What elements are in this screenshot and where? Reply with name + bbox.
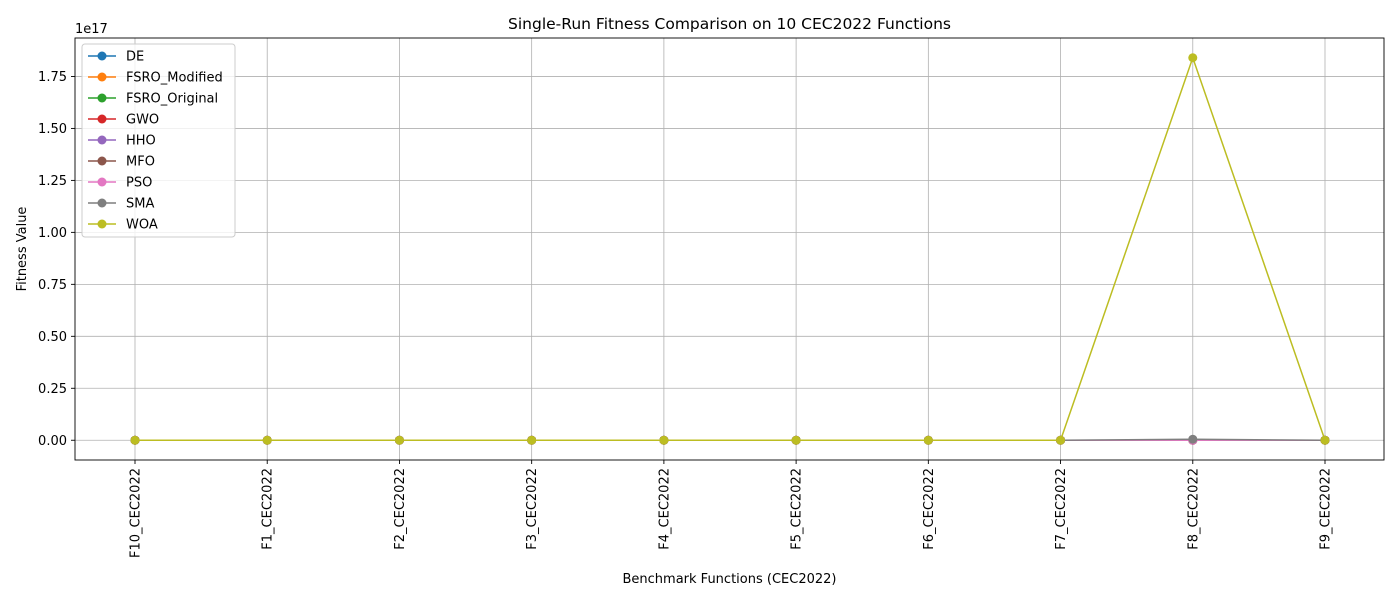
legend-item: GWO bbox=[88, 113, 159, 128]
legend-marker bbox=[97, 93, 107, 103]
legend-label: GWO bbox=[126, 113, 159, 128]
data-point bbox=[527, 435, 537, 445]
x-tick-label: F2_CEC2022 bbox=[393, 468, 408, 550]
data-point bbox=[923, 435, 933, 445]
legend-label: WOA bbox=[126, 218, 158, 233]
legend-marker bbox=[97, 156, 107, 166]
y-tick-label: 0.75 bbox=[38, 278, 67, 293]
ticks-layer: F10_CEC2022 F1_CEC2022 F2_CEC2022 F3_CEC202… bbox=[38, 70, 1333, 558]
x-tick-label: F7_CEC2022 bbox=[1054, 468, 1069, 550]
data-point bbox=[394, 435, 404, 445]
legend-item: FSRO_Modified bbox=[88, 71, 223, 86]
legend-label: DE bbox=[126, 50, 144, 65]
data-point bbox=[1320, 435, 1330, 445]
legend-label: MFO bbox=[126, 155, 155, 170]
legend-box bbox=[81, 43, 236, 238]
data-point bbox=[262, 435, 272, 445]
legend: DE FSRO_Modified FSRO_Original GWO HHO MFO PSO… bbox=[81, 43, 236, 238]
x-tick-label: F3_CEC2022 bbox=[525, 468, 540, 550]
x-tick-label: F10_CEC2022 bbox=[129, 468, 144, 558]
series-line bbox=[135, 55, 1326, 442]
data-point bbox=[659, 435, 669, 445]
y-tick-label: 0.25 bbox=[38, 382, 67, 397]
legend-marker bbox=[97, 177, 107, 187]
series-woa bbox=[130, 53, 1330, 445]
y-tick-label: 1.00 bbox=[38, 226, 67, 241]
chart-title: Single-Run Fitness Comparison on 10 CEC2… bbox=[508, 15, 951, 33]
legend-item: HHO bbox=[88, 134, 156, 149]
legend-marker bbox=[97, 219, 107, 229]
plot-frame bbox=[74, 37, 1385, 461]
data-point bbox=[1188, 434, 1198, 444]
y-offset-label: 1e17 bbox=[75, 22, 108, 37]
y-tick-label: 1.50 bbox=[38, 122, 67, 137]
series-layer bbox=[130, 53, 1330, 445]
legend-marker bbox=[97, 72, 107, 82]
legend-label: PSO bbox=[126, 176, 152, 191]
legend-label: FSRO_Modified bbox=[126, 71, 223, 86]
y-tick-label: 0.50 bbox=[38, 330, 67, 345]
x-axis-label: Benchmark Functions (CEC2022) bbox=[623, 572, 837, 587]
y-tick-label: 1.25 bbox=[38, 174, 67, 189]
legend-label: FSRO_Original bbox=[126, 92, 218, 107]
legend-item: MFO bbox=[88, 155, 155, 170]
data-point bbox=[791, 435, 801, 445]
y-tick-label: 1.75 bbox=[38, 70, 67, 85]
x-tick-label: F6_CEC2022 bbox=[922, 468, 937, 550]
legend-marker bbox=[97, 198, 107, 208]
legend-label: HHO bbox=[126, 134, 156, 149]
x-tick-label: F1_CEC2022 bbox=[261, 468, 276, 550]
legend-marker bbox=[97, 114, 107, 124]
legend-item: DE bbox=[88, 50, 144, 65]
legend-marker bbox=[97, 51, 107, 61]
x-tick-label: F8_CEC2022 bbox=[1186, 468, 1201, 550]
legend-label: SMA bbox=[126, 197, 154, 212]
legend-item: SMA bbox=[88, 197, 154, 212]
legend-marker bbox=[97, 135, 107, 145]
x-tick-label: F9_CEC2022 bbox=[1319, 468, 1334, 550]
data-point bbox=[1188, 53, 1198, 63]
y-tick-label: 0.00 bbox=[38, 434, 67, 449]
legend-item: FSRO_Original bbox=[88, 92, 218, 107]
data-point bbox=[1056, 435, 1066, 445]
y-axis-label: Fitness Value bbox=[15, 207, 30, 292]
x-tick-label: F4_CEC2022 bbox=[657, 468, 672, 550]
data-point bbox=[130, 435, 140, 445]
legend-item: WOA bbox=[88, 218, 158, 233]
grid-layer bbox=[75, 38, 1384, 460]
legend-item: PSO bbox=[88, 176, 152, 191]
x-tick-label: F5_CEC2022 bbox=[790, 468, 805, 550]
